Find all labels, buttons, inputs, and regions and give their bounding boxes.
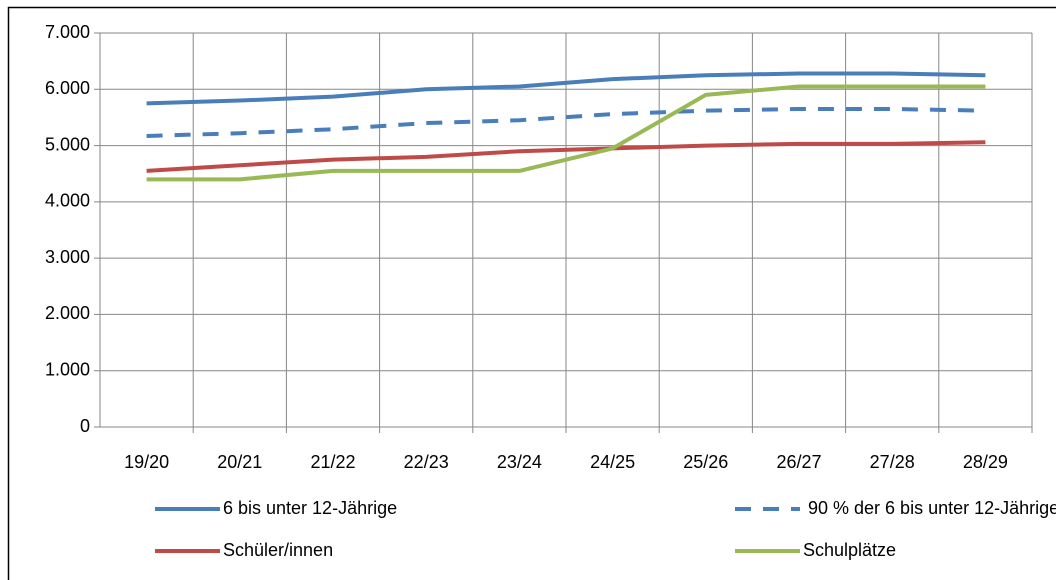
x-tick-label: 20/21 (217, 452, 262, 472)
y-tick-label: 5.000 (45, 134, 90, 154)
x-tick-label: 23/24 (497, 452, 542, 472)
x-tick-label: 19/20 (124, 452, 169, 472)
x-tick-label: 24/25 (590, 452, 635, 472)
x-tick-label: 27/28 (870, 452, 915, 472)
legend-label: 6 bis unter 12-Jährige (223, 498, 397, 518)
y-tick-label: 0 (80, 416, 90, 436)
y-tick-label: 2.000 (45, 303, 90, 323)
y-tick-label: 6.000 (45, 78, 90, 98)
legend-label: Schüler/innen (223, 540, 333, 560)
x-tick-label: 26/27 (776, 452, 821, 472)
y-tick-label: 1.000 (45, 359, 90, 379)
series-line (146, 140, 986, 173)
y-tick-label: 4.000 (45, 191, 90, 211)
chart-frame (7, 6, 1056, 580)
x-tick-label: 25/26 (683, 452, 728, 472)
x-tick-label: 28/29 (963, 452, 1008, 472)
series-line (146, 71, 986, 106)
y-tick-label: 3.000 (45, 247, 90, 267)
y-tick-label: 7.000 (45, 22, 90, 42)
legend-label: 90 % der 6 bis unter 12-Jährigen (808, 498, 1056, 518)
x-tick-label: 21/22 (310, 452, 355, 472)
series-line (146, 84, 986, 182)
legend-label: Schulplätze (803, 540, 896, 560)
x-tick-label: 22/23 (404, 452, 449, 472)
